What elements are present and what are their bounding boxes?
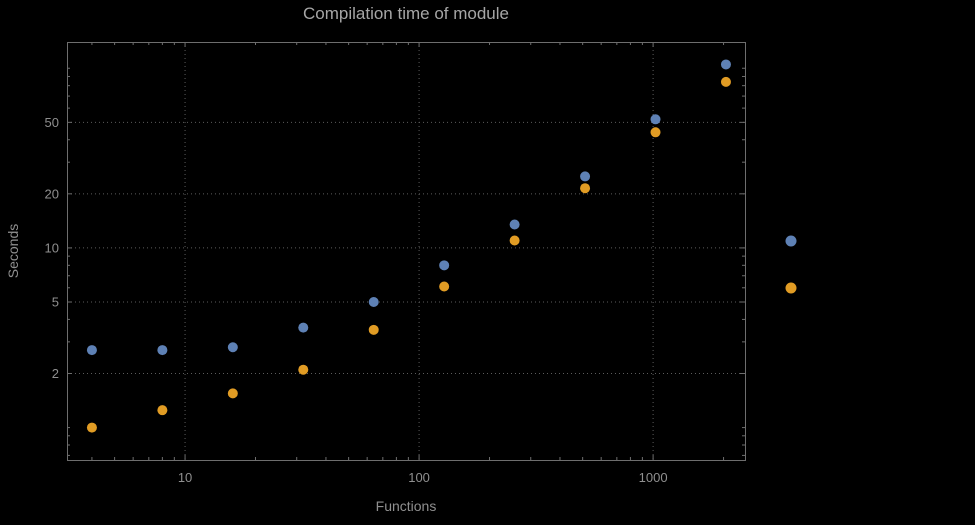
data-point-series-2 bbox=[720, 76, 731, 87]
x-tick-label: 10 bbox=[178, 470, 192, 485]
data-point-series-1 bbox=[509, 219, 520, 230]
data-point-series-1 bbox=[368, 297, 379, 308]
data-point-series-2 bbox=[650, 127, 661, 138]
chart-title: Compilation time of module bbox=[303, 4, 509, 23]
data-point-series-2 bbox=[509, 235, 520, 246]
x-tick-label: 100 bbox=[408, 470, 430, 485]
x-tick-label: 1000 bbox=[639, 470, 668, 485]
data-point-series-2 bbox=[86, 422, 97, 433]
x-axis-label: Functions bbox=[375, 498, 437, 514]
data-point-series-2 bbox=[368, 324, 379, 335]
data-point-series-2 bbox=[157, 405, 168, 416]
plot-frame bbox=[67, 42, 746, 461]
y-tick-label: 20 bbox=[45, 186, 59, 201]
y-tick-label: 50 bbox=[45, 115, 59, 130]
data-point-series-1 bbox=[298, 322, 309, 333]
data-point-series-1 bbox=[157, 345, 168, 356]
y-tick-label: 10 bbox=[45, 240, 59, 255]
data-point-series-2 bbox=[298, 364, 309, 375]
data-point-series-2 bbox=[439, 281, 450, 292]
y-tick-label: 2 bbox=[52, 366, 59, 381]
data-point-series-1 bbox=[580, 171, 591, 182]
data-point-series-1 bbox=[720, 59, 731, 70]
data-point-series-1 bbox=[650, 114, 661, 125]
data-point-series-1 bbox=[227, 342, 238, 353]
legend-marker bbox=[785, 282, 797, 294]
data-point-series-1 bbox=[86, 345, 97, 356]
y-tick-label: 5 bbox=[52, 295, 59, 310]
data-point-series-2 bbox=[580, 183, 591, 194]
legend-marker bbox=[785, 235, 797, 247]
data-point-series-1 bbox=[439, 260, 450, 271]
data-point-series-2 bbox=[227, 388, 238, 399]
